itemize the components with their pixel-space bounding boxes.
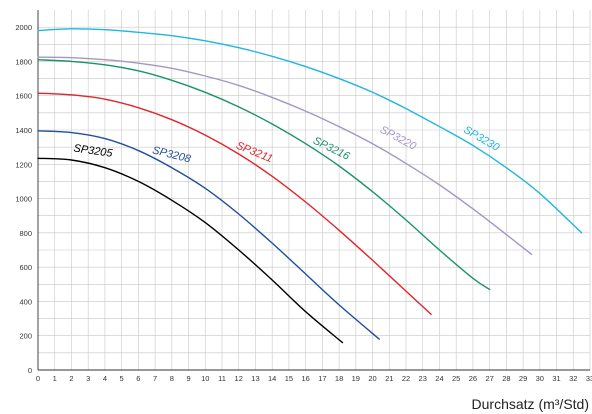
series-line-sp3216 (37, 59, 491, 291)
x-tick-label: 29 (519, 374, 527, 383)
y-tick-label: 0 (28, 366, 32, 375)
series-line-sp3211 (37, 92, 432, 315)
x-tick-label: 30 (536, 374, 544, 383)
x-tick-label: 12 (235, 374, 243, 383)
series-line-sp3208 (37, 130, 380, 340)
x-tick-label: 31 (552, 374, 560, 383)
series-label-sp3211: SP3211 (234, 140, 274, 165)
y-tick-label: 600 (19, 263, 32, 272)
series-label-sp3220: SP3220 (378, 124, 419, 153)
x-tick-label: 20 (368, 374, 376, 383)
series-lines (37, 28, 583, 344)
x-tick-label: 4 (103, 374, 107, 383)
x-tick-label: 11 (218, 374, 226, 383)
x-tick-label: 0 (36, 374, 40, 383)
y-tick-labels: 0 200 400 600 800 1000 1200 1400 1600 1800 2000 (15, 23, 32, 375)
y-tick-label: 1200 (15, 160, 32, 169)
x-tick-label: 7 (153, 374, 157, 383)
y-tick-label: 1400 (15, 126, 32, 135)
x-tick-label: 22 (402, 374, 410, 383)
series-label-sp3216: SP3216 (311, 135, 352, 163)
x-tick-label: 2 (69, 374, 73, 383)
x-tick-label: 5 (120, 374, 124, 383)
x-tick-label: 27 (485, 374, 493, 383)
x-tick-label: 10 (201, 374, 209, 383)
x-tick-label: 18 (335, 374, 343, 383)
x-tick-label: 3 (86, 374, 90, 383)
x-tick-label: 9 (186, 374, 190, 383)
x-tick-label: 33 (586, 374, 592, 383)
y-tick-label: 1000 (15, 195, 32, 204)
x-tick-label: 15 (285, 374, 293, 383)
y-tick-label: 2000 (15, 23, 32, 32)
x-tick-label: 28 (502, 374, 510, 383)
x-tick-label: 23 (419, 374, 427, 383)
x-tick-label: 25 (452, 374, 460, 383)
x-tick-labels: 0 1 2 3 4 5 6 7 8 9 10 11 12 13 14 15 16 17 18 19 20 21 22 23 24… (36, 374, 592, 383)
x-tick-label: 32 (569, 374, 577, 383)
x-tick-label: 16 (301, 374, 309, 383)
x-tick-label: 8 (170, 374, 174, 383)
axes (37, 10, 590, 371)
y-tick-label: 800 (19, 229, 32, 238)
series-label-sp3230: SP3230 (461, 124, 502, 154)
x-tick-label: 17 (318, 374, 326, 383)
x-tick-label: 6 (136, 374, 140, 383)
x-tick-label: 1 (53, 374, 57, 383)
grid (37, 10, 591, 370)
y-tick-label: 1800 (15, 57, 32, 66)
x-tick-label: 21 (385, 374, 393, 383)
series-label-sp3205: SP3205 (73, 143, 114, 160)
x-tick-label: 19 (352, 374, 360, 383)
series-line-sp3220 (37, 56, 533, 255)
x-axis-title: Durchsatz (m³/Std) (472, 396, 589, 412)
series-line-sp3205 (37, 157, 344, 344)
y-tick-label: 200 (19, 332, 32, 341)
x-tick-label: 14 (268, 374, 276, 383)
x-tick-label: 24 (435, 374, 443, 383)
x-tick-label: 13 (251, 374, 259, 383)
x-tick-label: 26 (469, 374, 477, 383)
series-line-sp3230 (37, 28, 583, 234)
y-tick-label: 1600 (15, 92, 32, 101)
y-tick-label: 400 (19, 297, 32, 306)
